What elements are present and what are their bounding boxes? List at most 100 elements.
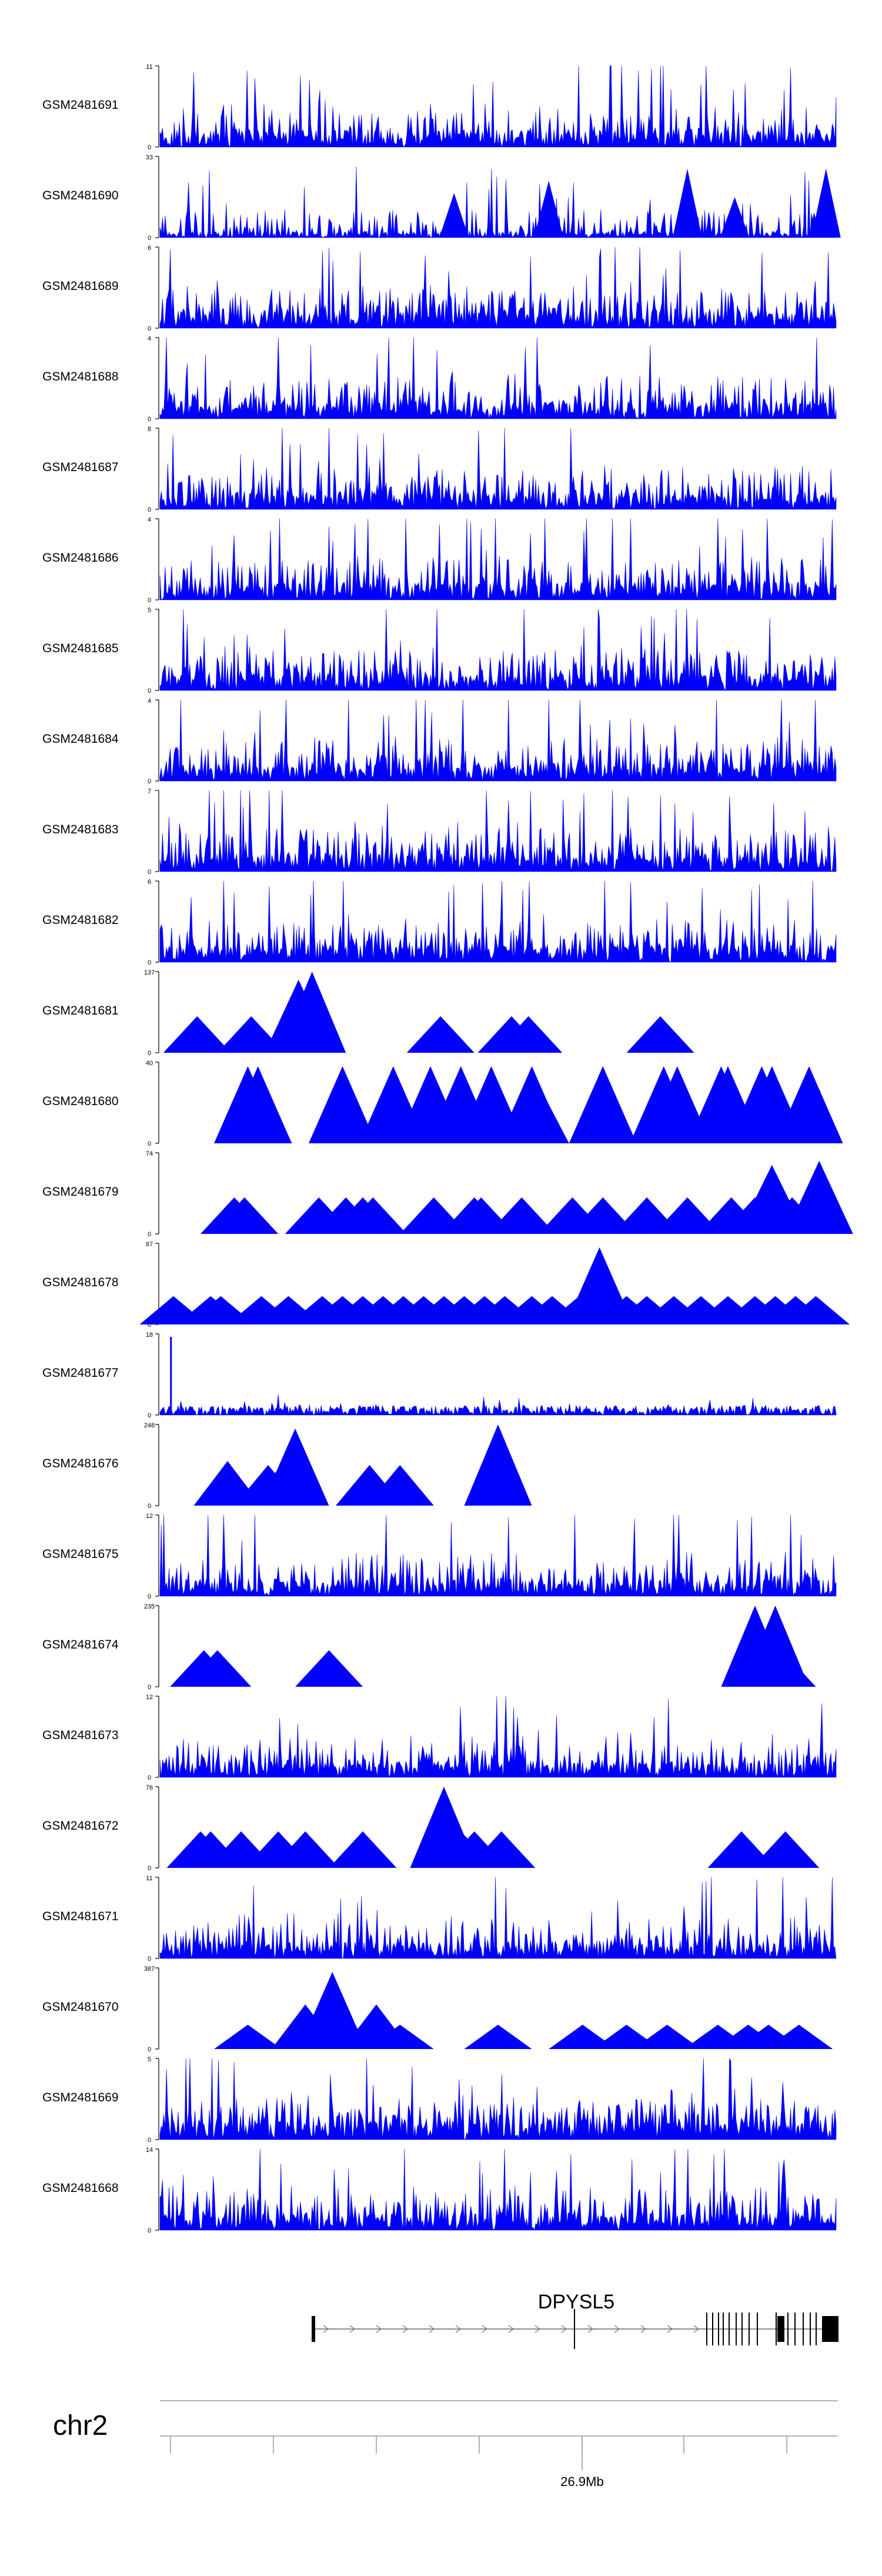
y-tick-max: 12 xyxy=(146,1513,153,1520)
track-label: GSM2481678 xyxy=(42,1276,119,1289)
y-tick-min: 0 xyxy=(148,506,151,513)
y-tick-max: 6 xyxy=(148,245,151,252)
track-GSM2481684: GSM2481684 4 0 xyxy=(42,698,837,785)
track-label: GSM2481686 xyxy=(42,551,119,565)
signal-peak xyxy=(406,1016,475,1053)
signal-peak xyxy=(785,1160,853,1234)
track-label: GSM2481683 xyxy=(42,823,119,836)
signal-spike xyxy=(170,1337,172,1415)
y-tick-min: 0 xyxy=(148,235,151,242)
signal-peak xyxy=(183,1650,252,1687)
y-tick-min: 0 xyxy=(148,144,151,151)
track-label: GSM2481677 xyxy=(42,1366,119,1380)
signal-area xyxy=(159,699,837,782)
y-tick-min: 0 xyxy=(148,416,151,423)
signal-peak xyxy=(775,1066,843,1143)
strand-arrow xyxy=(561,2325,567,2333)
y-tick-max: 5 xyxy=(148,607,151,614)
strand-arrow xyxy=(429,2325,435,2333)
track-label: GSM2481691 xyxy=(42,98,119,112)
signal-peak xyxy=(748,1650,816,1687)
track-GSM2481670: GSM2481670 387 0 xyxy=(42,1966,833,2053)
y-tick-max: 7 xyxy=(148,788,151,795)
y-tick-min: 0 xyxy=(148,1412,151,1419)
track-label: GSM2481679 xyxy=(42,1185,119,1199)
y-tick-max: 40 xyxy=(146,1060,153,1067)
y-tick-min: 0 xyxy=(148,688,151,695)
y-tick-max: 12 xyxy=(146,1694,153,1701)
signal-peak xyxy=(339,1197,407,1234)
y-tick-max: 18 xyxy=(146,1332,153,1339)
track-label: GSM2481674 xyxy=(42,1638,119,1651)
track-GSM2481673: GSM2481673 12 0 xyxy=(42,1694,837,1781)
y-tick-min: 0 xyxy=(148,2046,151,2053)
signal-peak xyxy=(782,1296,850,1324)
signal-peak xyxy=(549,2024,617,2049)
y-tick-min: 0 xyxy=(148,1231,151,1238)
track-label: GSM2481687 xyxy=(42,461,119,474)
signal-peak xyxy=(467,1831,536,1868)
signal-area xyxy=(159,1394,837,1416)
y-tick-min: 0 xyxy=(148,325,151,332)
y-tick-min: 0 xyxy=(148,2137,151,2144)
track-GSM2481677: GSM2481677 18 0 xyxy=(42,1332,837,1419)
y-tick-min: 0 xyxy=(148,1684,151,1691)
strand-arrow xyxy=(402,2325,409,2333)
y-tick-max: 6 xyxy=(148,879,151,886)
track-GSM2481691: GSM2481691 11 0 xyxy=(42,64,837,151)
strand-arrow xyxy=(640,2325,647,2333)
signal-peak xyxy=(720,197,750,238)
track-label: GSM2481673 xyxy=(42,1729,119,1742)
strand-arrow xyxy=(614,2325,620,2333)
signal-peak xyxy=(295,1650,363,1687)
y-tick-max: 14 xyxy=(146,2147,153,2154)
track-GSM2481668: GSM2481668 14 0 xyxy=(42,2147,837,2234)
signal-peak xyxy=(811,168,841,238)
y-tick-min: 0 xyxy=(148,1865,151,1872)
strand-arrow xyxy=(667,2325,673,2333)
signal-peak xyxy=(501,1078,569,1143)
y-tick-min: 0 xyxy=(148,1956,151,1963)
track-GSM2481675: GSM2481675 12 0 xyxy=(42,1513,837,1600)
signal-area xyxy=(159,246,837,329)
signal-peak xyxy=(464,2024,532,2049)
y-tick-max: 248 xyxy=(144,1422,155,1429)
strand-arrow xyxy=(534,2325,541,2333)
signal-peak xyxy=(464,1424,532,1506)
exon xyxy=(822,2316,838,2342)
track-label: GSM2481675 xyxy=(42,1547,119,1561)
signal-peak xyxy=(439,193,469,238)
track-GSM2481685: GSM2481685 5 0 xyxy=(42,607,837,695)
track-label: GSM2481690 xyxy=(42,189,119,202)
strand-arrow xyxy=(376,2325,382,2333)
signal-peak xyxy=(633,2024,701,2049)
signal-peak xyxy=(366,1465,434,1506)
chromosome-label: chr2 xyxy=(53,2410,108,2441)
gene-label: DPYSL5 xyxy=(538,2291,614,2313)
signal-tracks: GSM2481691110GSM2481690330GSM248168960GS… xyxy=(42,64,853,2234)
signal-peak xyxy=(278,972,346,1053)
axis-tick-label: 26.9Mb xyxy=(560,2474,603,2489)
signal-peak xyxy=(163,1016,231,1053)
track-label: GSM2481670 xyxy=(42,2000,119,2014)
y-tick-min: 0 xyxy=(148,1503,151,1510)
y-tick-min: 0 xyxy=(148,1322,151,1329)
y-tick-max: 235 xyxy=(144,1603,155,1610)
signal-area xyxy=(159,518,837,600)
y-tick-max: 4 xyxy=(148,516,151,523)
strand-arrow xyxy=(455,2325,462,2333)
strand-arrow xyxy=(587,2325,594,2333)
strand-arrow xyxy=(508,2325,514,2333)
y-tick-max: 74 xyxy=(146,1150,153,1157)
signal-peak xyxy=(673,168,702,238)
track-GSM2481678: GSM2481678 87 0 xyxy=(42,1241,850,1329)
signal-peak xyxy=(643,1066,711,1143)
strand-arrow xyxy=(693,2325,700,2333)
signal-peak xyxy=(707,1831,776,1868)
track-GSM2481688: GSM2481688 4 0 xyxy=(42,335,837,423)
y-tick-max: 11 xyxy=(146,1875,152,1882)
signal-area xyxy=(159,2057,837,2140)
signal-peak xyxy=(211,1197,279,1234)
y-tick-max: 5 xyxy=(148,2056,151,2063)
